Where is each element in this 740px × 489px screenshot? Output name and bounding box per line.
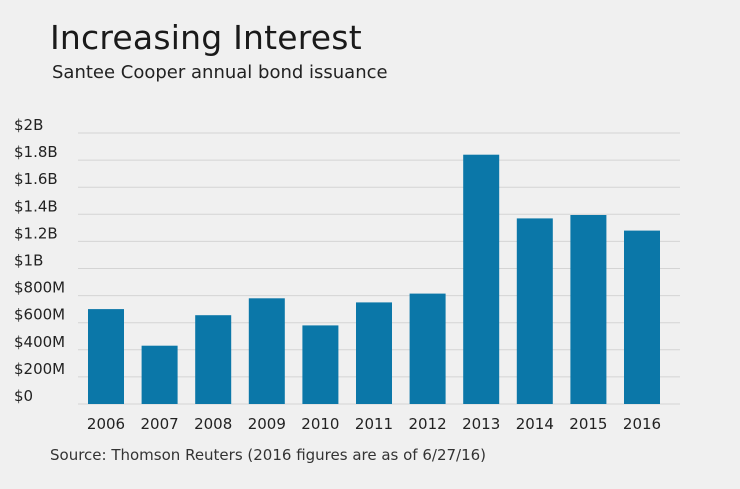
bar-2012 — [409, 293, 446, 404]
x-tick-label: 2007 — [141, 415, 179, 433]
bar-2008 — [195, 315, 232, 404]
y-tick-label: $1.6B — [14, 170, 58, 188]
x-tick-label: 2009 — [248, 415, 286, 433]
bars — [88, 154, 660, 404]
source-note: Source: Thomson Reuters (2016 figures ar… — [50, 446, 487, 464]
x-tick-label: 2008 — [194, 415, 232, 433]
x-tick-label: 2012 — [409, 415, 447, 433]
bar-2016 — [624, 230, 660, 404]
x-tick-label: 2006 — [87, 415, 125, 433]
x-tick-label: 2015 — [569, 415, 607, 433]
y-tick-label: $600M — [14, 306, 65, 324]
chart-subtitle: Santee Cooper annual bond issuance — [52, 62, 388, 83]
chart-title: Increasing Interest — [50, 18, 362, 57]
bar-2014 — [516, 218, 553, 404]
y-tick-label: $200M — [14, 360, 65, 378]
y-tick-label: $800M — [14, 279, 65, 297]
y-tick-label: $1.2B — [14, 224, 58, 242]
bar-2013 — [463, 154, 500, 404]
y-tick-label: $1B — [14, 252, 43, 270]
y-tick-label: $0 — [14, 387, 33, 405]
bar-2010 — [302, 325, 339, 404]
x-axis-ticks: 2006 2007 2008 2009 2010 2011 2012 2013 2014 2015… — [87, 415, 661, 433]
bar-2006 — [88, 309, 124, 404]
x-tick-label: 2014 — [516, 415, 554, 433]
y-tick-label: $2B — [14, 116, 43, 134]
bar-2009 — [248, 298, 285, 404]
bar-2015 — [570, 215, 607, 404]
y-axis-ticks: $0 $200M $400M $600M $800M $1B $1.2B $1.4B $1.6B… — [14, 116, 65, 405]
y-tick-label: $1.4B — [14, 197, 58, 215]
bar-2011 — [356, 302, 392, 404]
bar-2007 — [141, 345, 178, 404]
x-tick-label: 2013 — [462, 415, 500, 433]
y-tick-label: $400M — [14, 333, 65, 351]
y-tick-label: $1.8B — [14, 143, 58, 161]
x-tick-label: 2016 — [623, 415, 661, 433]
x-tick-label: 2011 — [355, 415, 393, 433]
x-tick-label: 2010 — [301, 415, 339, 433]
